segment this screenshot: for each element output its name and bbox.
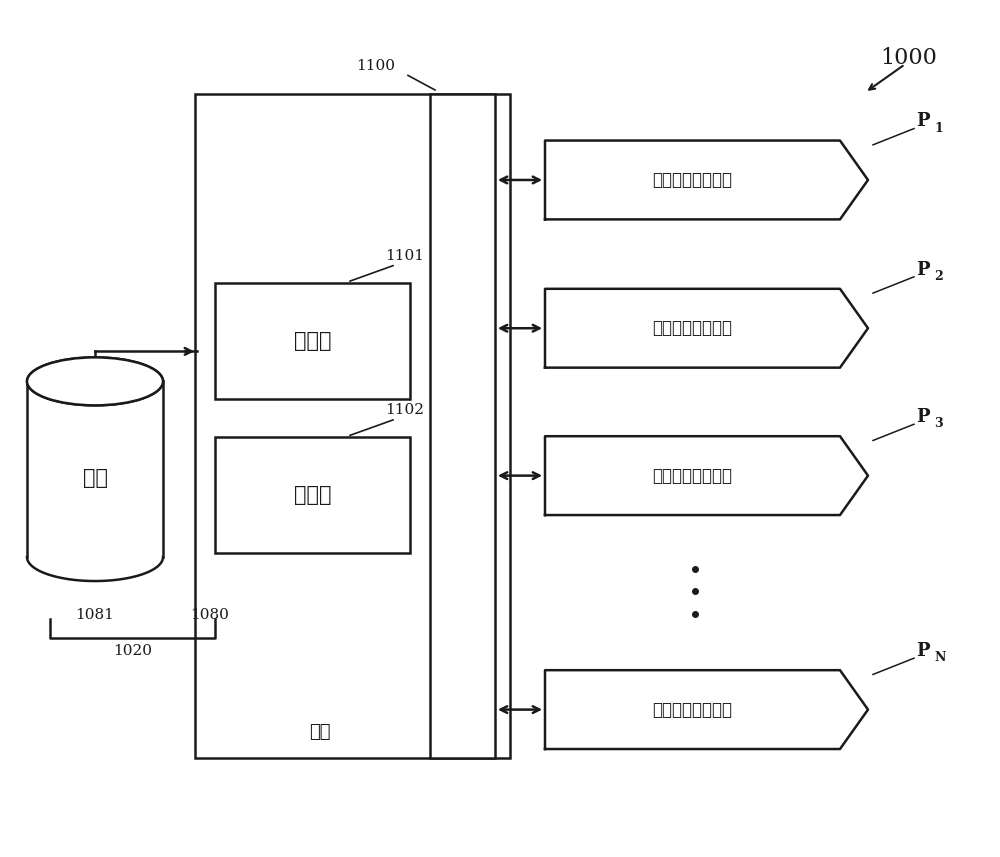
Text: 判定部: 判定部 — [294, 485, 331, 505]
Text: 2: 2 — [934, 270, 943, 283]
Text: 光源颜色测量设备: 光源颜色测量设备 — [653, 700, 733, 719]
Text: 1101: 1101 — [385, 249, 424, 263]
Text: 1020: 1020 — [114, 644, 152, 658]
Polygon shape — [545, 141, 868, 219]
Text: 1000: 1000 — [880, 47, 937, 69]
Text: P: P — [916, 408, 930, 426]
Text: 电源: 电源 — [82, 468, 108, 488]
Text: 1: 1 — [934, 122, 943, 135]
Text: 1102: 1102 — [385, 404, 424, 417]
Text: 光源颜色测量设备: 光源颜色测量设备 — [653, 171, 733, 189]
Text: 主体: 主体 — [309, 723, 331, 741]
Bar — [430, 94, 495, 758]
Text: 3: 3 — [934, 417, 943, 430]
Polygon shape — [545, 436, 868, 515]
Ellipse shape — [27, 357, 163, 405]
Text: N: N — [934, 651, 945, 664]
Text: P: P — [916, 112, 930, 130]
Text: P: P — [916, 261, 930, 279]
Text: 控制部: 控制部 — [294, 331, 331, 351]
Text: 1081: 1081 — [76, 608, 114, 622]
Text: 光源颜色测量设备: 光源颜色测量设备 — [653, 319, 733, 338]
Text: P: P — [916, 642, 930, 660]
Text: 1100: 1100 — [356, 59, 395, 73]
Bar — [215, 437, 410, 553]
Text: 光源颜色测量设备: 光源颜色测量设备 — [653, 466, 733, 485]
Bar — [215, 283, 410, 399]
Bar — [195, 94, 510, 758]
Polygon shape — [545, 670, 868, 749]
Text: 1080: 1080 — [191, 608, 229, 622]
Polygon shape — [545, 289, 868, 368]
